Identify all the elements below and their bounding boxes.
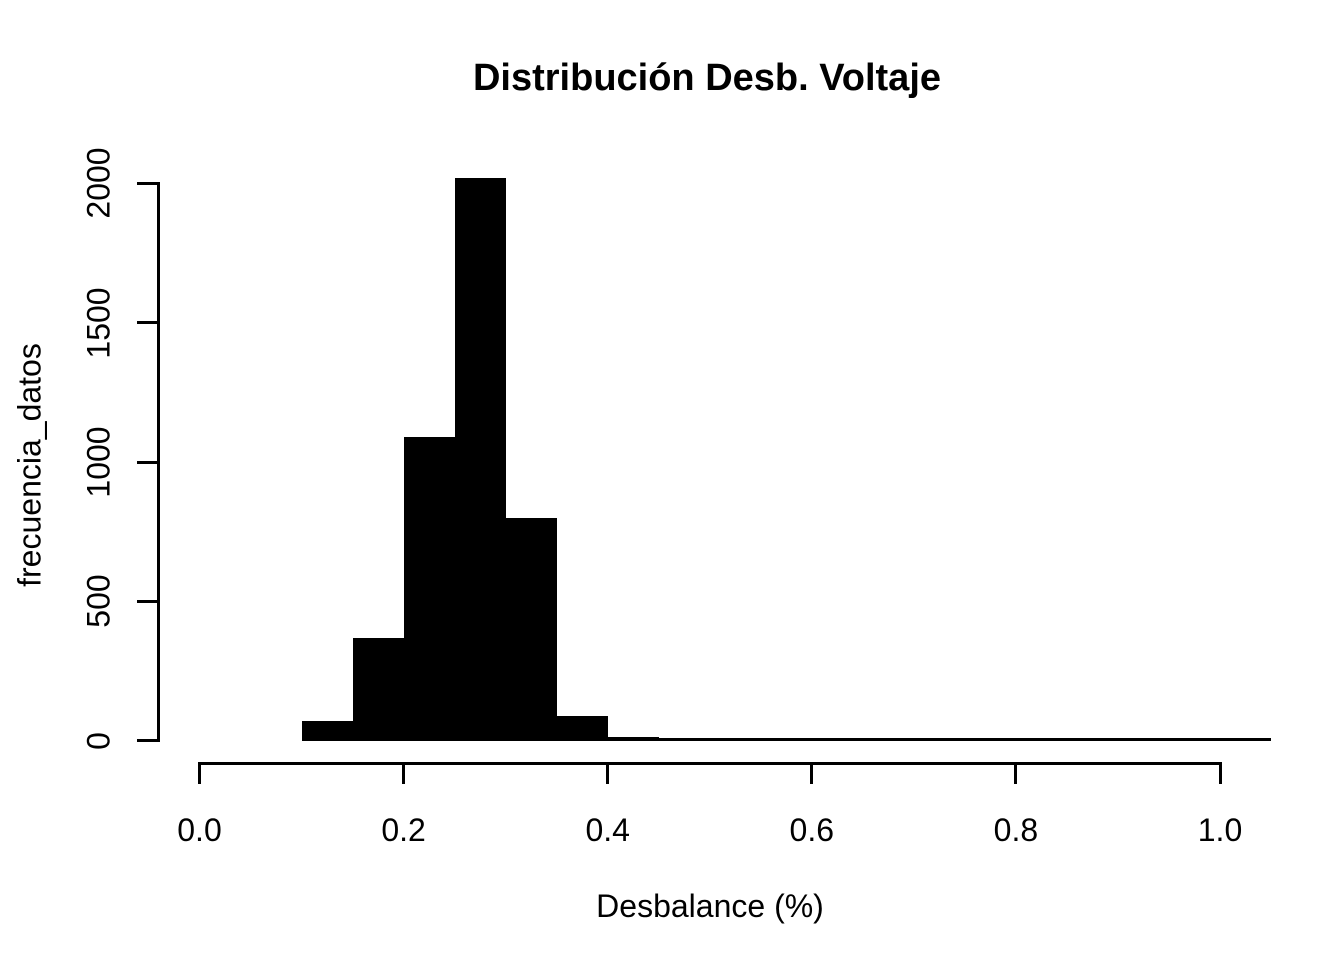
histogram-bar: [709, 737, 761, 741]
x-tick: [1218, 763, 1222, 784]
y-tick-label: 1500: [80, 287, 117, 359]
x-tick: [810, 763, 814, 784]
x-axis-line: [198, 761, 1222, 765]
y-axis-line: [156, 181, 160, 743]
histogram-bar: [505, 517, 557, 741]
histogram-bar: [556, 715, 608, 741]
histogram-bar: [301, 721, 353, 741]
x-tick-label: 0.6: [789, 812, 835, 848]
y-tick: [137, 739, 158, 743]
histogram-bar: [1117, 737, 1169, 741]
histogram-bar: [1015, 737, 1067, 741]
histogram-bar: [1066, 737, 1118, 741]
histogram-bar: [964, 737, 1016, 741]
histogram-bar: [760, 737, 812, 741]
histogram-bar: [862, 737, 914, 741]
y-tick-label: 500: [80, 574, 117, 629]
histogram-bar: [403, 436, 455, 741]
y-tick: [137, 321, 158, 325]
histogram-bar: [1220, 737, 1272, 741]
histogram-bar: [352, 637, 404, 741]
y-tick: [137, 599, 158, 603]
x-tick: [606, 763, 610, 784]
y-tick-label: 0: [80, 731, 117, 750]
y-axis-label: frecuencia_datos: [11, 343, 48, 587]
y-tick-label: 1000: [80, 426, 117, 498]
x-tick-label: 1.0: [1197, 812, 1243, 848]
chart-title: Distribución Desb. Voltaje: [472, 57, 942, 99]
x-tick-label: 0.4: [585, 812, 630, 848]
x-tick-label: 0.8: [993, 812, 1039, 848]
histogram-bar: [454, 178, 506, 741]
histogram-bar: [913, 737, 965, 741]
histogram-bar: [1168, 737, 1220, 741]
x-tick: [1014, 763, 1018, 784]
histogram-bar: [607, 736, 659, 741]
x-axis-label: Desbalance (%): [596, 888, 824, 924]
histogram-bar: [658, 737, 710, 741]
x-tick-label: 0.0: [177, 812, 222, 848]
y-tick: [137, 460, 158, 464]
y-tick-label: 2000: [80, 147, 117, 219]
x-tick: [198, 763, 201, 784]
y-tick: [137, 181, 158, 185]
x-tick-label: 0.2: [381, 812, 426, 848]
histogram-bar: [811, 737, 863, 741]
x-tick: [402, 763, 406, 784]
